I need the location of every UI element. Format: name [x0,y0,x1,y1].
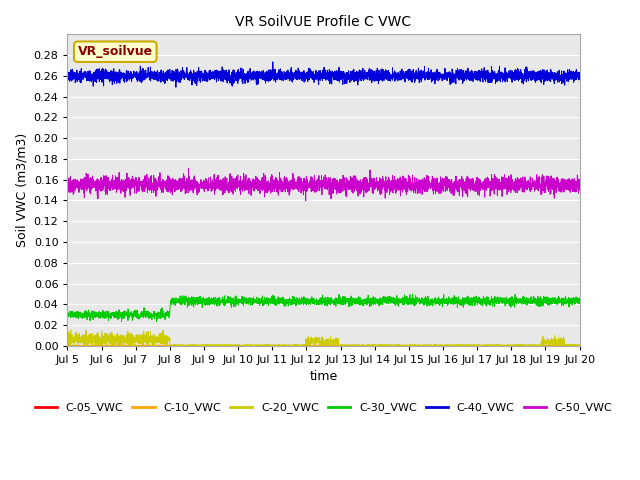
Title: VR SoilVUE Profile C VWC: VR SoilVUE Profile C VWC [236,15,412,29]
C-30_VWC [576,298,584,303]
Y-axis label: Soil VWC (m3/m3): Soil VWC (m3/m3) [15,133,28,247]
C-10_VWC [527,343,535,348]
C-30_VWC [173,299,181,305]
C-05_VWC [576,343,584,348]
C-50_VWC [576,188,584,193]
Line: C-40_VWC: C-40_VWC [67,62,580,87]
C-20_VWC [512,343,520,348]
C-05_VWC [575,343,583,348]
C-10_VWC [382,343,390,348]
Legend: C-05_VWC, C-10_VWC, C-20_VWC, C-30_VWC, C-40_VWC, C-50_VWC: C-05_VWC, C-10_VWC, C-20_VWC, C-30_VWC, … [30,398,617,418]
C-30_VWC [409,291,417,297]
C-05_VWC [373,343,381,348]
C-30_VWC [373,300,381,306]
C-40_VWC [576,70,584,75]
C-20_VWC [207,342,214,348]
C-50_VWC [527,186,535,192]
C-05_VWC [355,343,362,348]
C-40_VWC [269,59,276,65]
C-50_VWC [173,182,181,188]
C-20_VWC [576,342,584,348]
C-10_VWC [373,343,381,348]
C-30_VWC [527,300,535,306]
C-05_VWC [207,343,214,348]
C-20_VWC [67,327,75,333]
C-05_VWC [527,343,535,348]
C-05_VWC [382,343,390,348]
C-05_VWC [63,343,71,348]
C-30_VWC [118,319,125,324]
C-50_VWC [185,166,193,171]
C-20_VWC [575,343,583,348]
X-axis label: time: time [309,371,338,384]
C-10_VWC [532,342,540,348]
C-10_VWC [207,343,214,348]
C-40_VWC [383,72,390,78]
C-20_VWC [63,336,71,342]
Line: C-05_VWC: C-05_VWC [67,345,580,346]
C-50_VWC [575,178,583,184]
C-30_VWC [207,301,214,307]
C-10_VWC [63,343,71,348]
Line: C-50_VWC: C-50_VWC [67,168,580,201]
C-10_VWC [64,343,72,348]
C-40_VWC [527,70,535,76]
C-30_VWC [63,313,71,319]
C-05_VWC [173,343,181,348]
C-20_VWC [373,343,381,348]
C-30_VWC [575,298,583,303]
C-40_VWC [172,84,180,90]
C-10_VWC [576,342,584,348]
C-50_VWC [302,198,310,204]
Line: C-10_VWC: C-10_VWC [67,345,580,346]
Text: VR_soilvue: VR_soilvue [77,45,153,58]
C-50_VWC [207,180,214,185]
C-40_VWC [207,73,214,79]
C-40_VWC [575,77,583,83]
C-30_VWC [382,300,390,306]
C-50_VWC [383,183,390,189]
Line: C-30_VWC: C-30_VWC [67,294,580,322]
C-10_VWC [173,343,181,348]
C-05_VWC [476,342,483,348]
C-20_VWC [382,343,390,348]
C-50_VWC [63,180,71,186]
C-40_VWC [374,69,381,74]
C-20_VWC [173,342,181,348]
C-40_VWC [63,73,71,79]
Line: C-20_VWC: C-20_VWC [67,330,580,346]
C-10_VWC [575,342,583,348]
C-20_VWC [527,343,535,348]
C-50_VWC [374,181,381,187]
C-40_VWC [173,76,181,82]
